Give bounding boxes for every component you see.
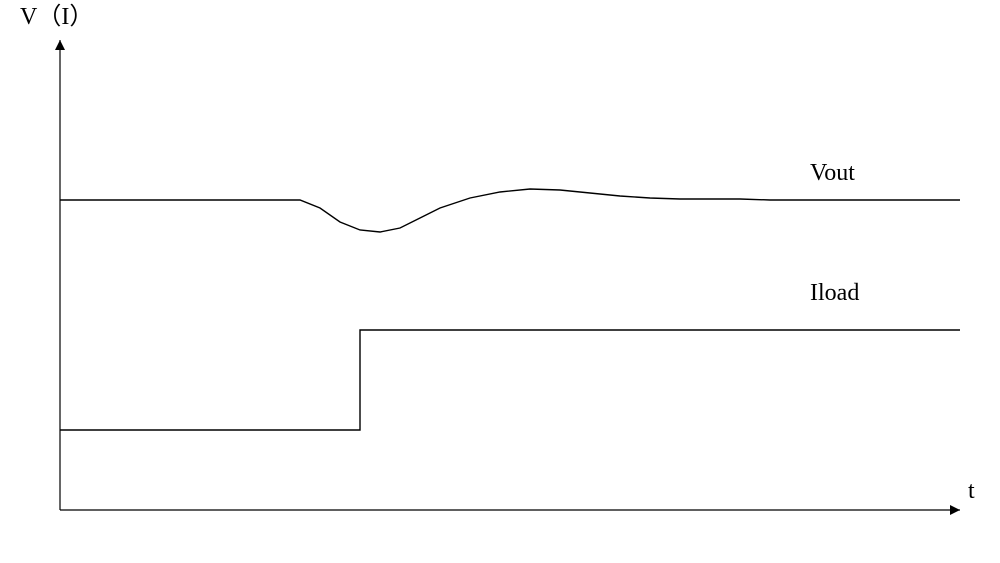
x-axis-arrow: [950, 505, 960, 515]
iload-curve: [60, 330, 960, 430]
y-axis-arrow: [55, 40, 65, 50]
waveform-plot: V（I） t Vout Iload: [0, 0, 1000, 563]
axes: [55, 40, 960, 515]
iload-label: Iload: [810, 280, 859, 306]
vout-label: Vout: [810, 160, 855, 186]
x-axis-label: t: [968, 478, 975, 504]
vout-curve: [60, 189, 960, 232]
y-axis-label: V（I）: [20, 4, 93, 30]
